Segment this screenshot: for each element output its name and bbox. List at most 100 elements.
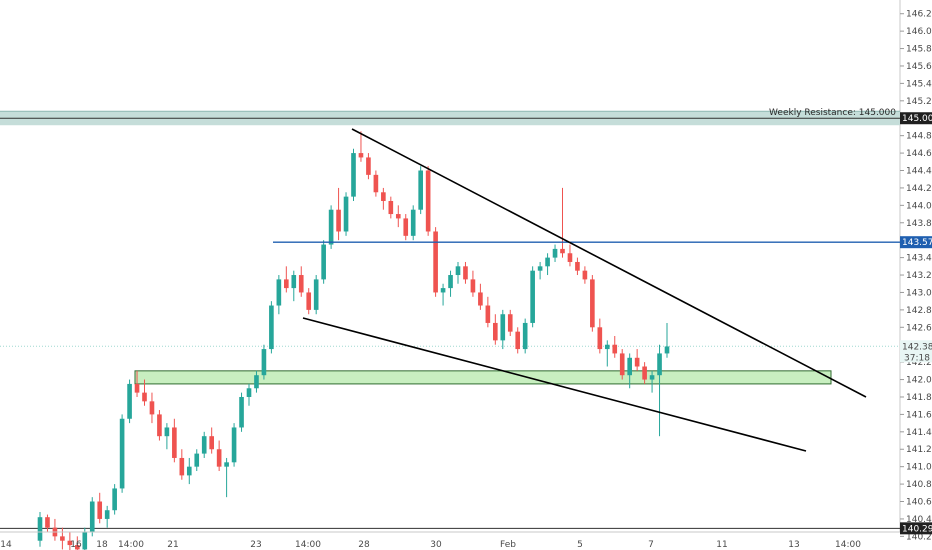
y-tick-label: 144.800 — [906, 132, 932, 142]
candle-body — [37, 517, 43, 541]
candle-body — [664, 346, 670, 354]
y-tick-label: 145.800 — [906, 45, 932, 55]
x-tick-label: 14 — [0, 540, 12, 550]
candle-body — [254, 375, 259, 389]
candle-body — [440, 288, 446, 293]
candle-body — [246, 388, 252, 397]
candle-body — [67, 540, 73, 546]
candle-body — [425, 170, 431, 232]
candle-body — [60, 536, 65, 541]
x-tick-label: 11 — [716, 540, 727, 550]
candle-body — [306, 292, 312, 310]
candle-body — [239, 396, 244, 428]
candle-body — [418, 170, 423, 210]
y-tick-label: 146.200 — [906, 10, 932, 20]
candle-body — [649, 375, 655, 380]
candle-body — [448, 275, 453, 289]
y-tick-label: 141.600 — [906, 410, 932, 420]
candle-body — [515, 331, 521, 350]
candle-body — [612, 344, 618, 354]
candle-body — [224, 462, 229, 467]
candle-body — [328, 209, 334, 245]
y-tick-label: 142.200 — [906, 358, 932, 368]
candle-body — [149, 401, 155, 415]
y-tick-label: 142.000 — [906, 376, 932, 386]
last-price-value: 142.382 — [902, 342, 932, 352]
candle-body — [575, 261, 580, 271]
level-tag-bg — [900, 236, 932, 249]
y-tick-label: 141.400 — [906, 428, 932, 438]
candle-body — [560, 248, 565, 254]
candle-body — [366, 157, 371, 175]
y-tick-label: 144.400 — [906, 167, 932, 177]
candle-body — [127, 383, 132, 419]
candle-body — [89, 501, 95, 532]
level-tag: 143.577 — [900, 236, 932, 249]
candle-body — [97, 501, 103, 519]
candle-body — [582, 270, 588, 280]
candle-body — [75, 545, 80, 550]
candle-body — [500, 314, 506, 341]
y-tick-label: 143.800 — [906, 219, 932, 229]
candle-body — [657, 353, 662, 376]
candle-body — [433, 231, 438, 293]
y-tick-label: 145.400 — [906, 79, 932, 89]
low-price-tag: 140.292 — [900, 522, 932, 535]
x-tick-label: 14:00 — [835, 540, 861, 550]
x-tick-label: 18 — [96, 540, 108, 550]
y-tick-label: 140.400 — [906, 515, 932, 525]
y-tick-label: 144.000 — [906, 201, 932, 211]
candle-body — [112, 488, 117, 511]
x-tick-label: 7 — [648, 540, 654, 550]
y-tick-label: 143.400 — [906, 254, 932, 264]
candle-body — [627, 357, 632, 376]
y-tick-label: 145.600 — [906, 62, 932, 72]
x-tick-label: 23 — [250, 540, 261, 550]
candle-body — [231, 427, 237, 463]
candle-body — [381, 192, 386, 201]
candle-body — [485, 305, 491, 323]
candle-body — [463, 266, 468, 280]
weekly-resistance-tag-bg — [900, 112, 932, 125]
y-tick-label: 144.200 — [906, 184, 932, 194]
y-tick-label: 144.600 — [906, 149, 932, 159]
candle-body — [45, 517, 50, 528]
x-tick-label: 30 — [430, 540, 442, 550]
candle-body — [373, 174, 379, 193]
candle-body — [269, 305, 274, 350]
candle-body — [545, 257, 550, 267]
y-tick-label: 140.200 — [906, 532, 932, 542]
candle-body — [388, 200, 394, 215]
candle-body — [522, 322, 528, 350]
candle-body — [403, 218, 409, 236]
y-tick-label: 145.200 — [906, 97, 932, 107]
x-tick-label: 5 — [577, 540, 583, 550]
candle-body — [104, 510, 110, 519]
candle-body — [604, 344, 610, 350]
candle-body — [597, 327, 603, 350]
candle-body — [179, 457, 185, 476]
last-price-countdown: 37:18 — [904, 353, 930, 363]
y-tick-label: 141.200 — [906, 445, 932, 455]
candle-body — [537, 266, 543, 271]
candle-body — [410, 209, 416, 236]
candle-body — [470, 279, 476, 293]
candle-body — [164, 427, 170, 437]
y-tick-label: 141.000 — [906, 463, 932, 473]
candle-body — [478, 292, 483, 306]
candle-body — [590, 279, 595, 328]
candle-body — [82, 532, 88, 550]
candle-body — [276, 279, 282, 306]
candle-body — [358, 153, 364, 158]
low-price-tag-bg — [900, 522, 932, 535]
level-tag-text: 143.577 — [902, 238, 932, 248]
weekly-resistance-tag-text: 145.000 — [902, 114, 932, 124]
x-tick-label: 14:00 — [295, 540, 321, 550]
x-tick-label: 13 — [788, 540, 799, 550]
candle-body — [216, 449, 222, 467]
candle-body — [321, 244, 326, 280]
low-price-tag-text: 140.292 — [902, 524, 932, 534]
candle-body — [619, 353, 625, 376]
candle-body — [343, 196, 349, 232]
